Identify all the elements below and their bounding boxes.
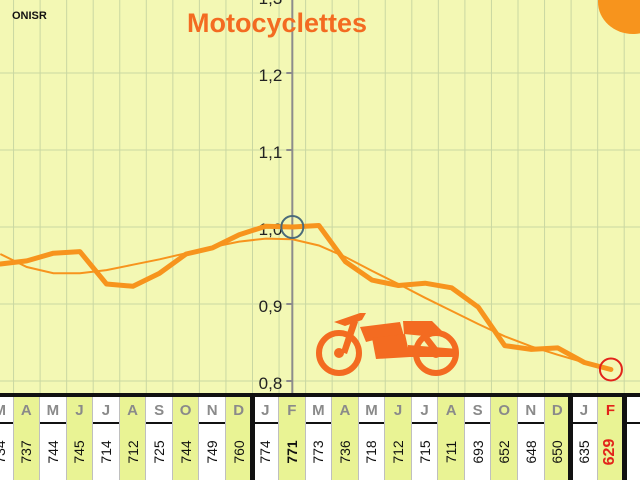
value-cell: 744 bbox=[40, 423, 67, 480]
value-text: 650 bbox=[549, 439, 566, 464]
value-text: 744 bbox=[177, 439, 194, 464]
month-cell: A bbox=[13, 397, 41, 423]
month-cell: D bbox=[225, 397, 253, 423]
value-text: 771 bbox=[283, 439, 300, 464]
value-text: 648 bbox=[522, 439, 539, 464]
value-cell: 745 bbox=[66, 423, 94, 480]
value-text: 736 bbox=[336, 439, 353, 464]
value-cell: 648 bbox=[518, 423, 545, 480]
y-tick-label: 1,1 bbox=[259, 143, 283, 162]
month-cell: O bbox=[491, 397, 518, 423]
month-cell: M bbox=[40, 397, 67, 423]
value-cell: 734 bbox=[0, 423, 14, 480]
series-group bbox=[0, 223, 614, 372]
plot-background bbox=[0, 0, 640, 393]
value-text: 725 bbox=[151, 439, 168, 464]
value-cell: 629 bbox=[597, 423, 625, 480]
table-top-border bbox=[0, 393, 640, 397]
y-tick-label: 0,8 bbox=[259, 374, 283, 393]
value-cell: 749 bbox=[199, 423, 226, 480]
marker-circle-latest bbox=[598, 357, 623, 382]
value-text: 734 bbox=[0, 439, 8, 464]
year-separator bbox=[568, 395, 574, 480]
value-cell: 771 bbox=[279, 423, 306, 480]
motorcycle-icon bbox=[316, 313, 459, 376]
value-text: 745 bbox=[71, 439, 88, 464]
value-cell: 760 bbox=[225, 423, 253, 480]
y-tick-label: 0,9 bbox=[259, 297, 283, 316]
month-cell: M bbox=[0, 397, 14, 423]
month-cell: J bbox=[253, 397, 280, 423]
value-text: 718 bbox=[363, 439, 380, 464]
chart-svg: 0,80,91,01,11,21,3 bbox=[0, 0, 640, 393]
month-cell: F bbox=[279, 397, 306, 423]
value-cell: 711 bbox=[438, 423, 465, 480]
month-cell: N bbox=[199, 397, 226, 423]
value-cell: 712 bbox=[119, 423, 147, 480]
value-text: 749 bbox=[204, 439, 221, 464]
month-cell: M bbox=[306, 397, 333, 423]
value-text: 652 bbox=[496, 439, 513, 464]
month-cell: O bbox=[172, 397, 200, 423]
month-cell: S bbox=[465, 397, 492, 423]
month-cell: M bbox=[359, 397, 386, 423]
month-cell: J bbox=[66, 397, 94, 423]
y-axis: 0,80,91,01,11,21,3 bbox=[259, 0, 294, 393]
value-text: 715 bbox=[416, 439, 433, 464]
month-cell: J bbox=[571, 397, 598, 423]
value-cell: 773 bbox=[306, 423, 333, 480]
value-cell: 714 bbox=[93, 423, 120, 480]
year-separator bbox=[249, 395, 255, 480]
value-text: 712 bbox=[124, 439, 141, 464]
y-tick-label: 1,3 bbox=[259, 0, 283, 8]
value-text: 760 bbox=[230, 439, 247, 464]
month-cell: F bbox=[597, 397, 625, 423]
year-separator bbox=[622, 395, 628, 480]
value-cell: 737 bbox=[13, 423, 41, 480]
value-cell: 650 bbox=[544, 423, 572, 480]
table-mid-border bbox=[0, 422, 640, 424]
month-cell: J bbox=[385, 397, 412, 423]
y-tick-label: 1,2 bbox=[259, 66, 283, 85]
value-cell: 652 bbox=[491, 423, 518, 480]
value-text: 737 bbox=[18, 439, 35, 464]
month-cell: N bbox=[518, 397, 545, 423]
month-cell: S bbox=[146, 397, 173, 423]
value-text: 711 bbox=[443, 440, 460, 463]
value-cell: 635 bbox=[571, 423, 598, 480]
month-cell: A bbox=[119, 397, 147, 423]
horizontal-grid bbox=[0, 72, 640, 382]
value-cell: 744 bbox=[172, 423, 200, 480]
value-text: 629 bbox=[601, 438, 619, 465]
month-cell: J bbox=[93, 397, 120, 423]
marker-circle-reference bbox=[280, 215, 305, 239]
value-text: 773 bbox=[310, 439, 327, 464]
month-cell: J bbox=[412, 397, 439, 423]
marker-group bbox=[280, 215, 623, 382]
value-text: 744 bbox=[44, 439, 61, 464]
month-cell: A bbox=[438, 397, 465, 423]
value-cell: 725 bbox=[146, 423, 173, 480]
value-cell: 693 bbox=[465, 423, 492, 480]
value-text: 714 bbox=[97, 439, 114, 464]
value-cell: 774 bbox=[253, 423, 280, 480]
value-cell: 718 bbox=[359, 423, 386, 480]
month-cell: A bbox=[332, 397, 359, 423]
value-cell: 736 bbox=[332, 423, 359, 480]
value-text: 712 bbox=[390, 439, 407, 464]
value-text: 693 bbox=[469, 439, 486, 464]
value-text: 774 bbox=[257, 439, 274, 464]
series-main-line bbox=[0, 223, 614, 372]
value-text: 635 bbox=[575, 439, 592, 464]
chart-title: Motocyclettes bbox=[187, 8, 368, 38]
source-label: ONISR bbox=[12, 10, 47, 22]
value-cell: 715 bbox=[412, 423, 439, 480]
series-trend-line bbox=[0, 237, 612, 371]
value-cell: 712 bbox=[385, 423, 412, 480]
vertical-grid bbox=[13, 0, 625, 393]
